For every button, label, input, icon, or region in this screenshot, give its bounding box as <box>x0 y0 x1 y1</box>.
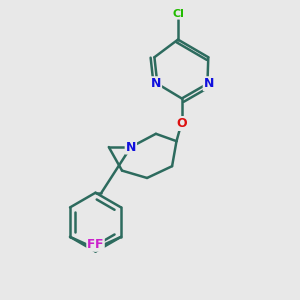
Text: N: N <box>204 77 214 90</box>
Text: F: F <box>87 238 96 251</box>
Text: F: F <box>95 238 104 251</box>
Text: Cl: Cl <box>172 9 184 19</box>
Text: O: O <box>176 117 187 130</box>
Text: N: N <box>151 77 161 90</box>
Text: N: N <box>126 141 136 154</box>
